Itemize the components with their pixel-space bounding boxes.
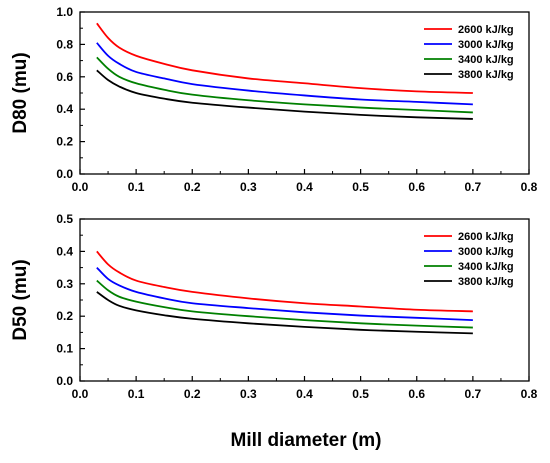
legend-label: 3400 kJ/kg [458,261,514,273]
series-line-3000 [96,266,473,321]
x-tick-label: 0.3 [240,387,257,401]
y-tick-label: 0.6 [56,70,73,84]
panel-d50: 0.0 0.1 0.2 0.3 0.4 0.5 0.6 0.7 0.8 0.0 0.1 0.2 0.3 0… [10,212,538,401]
x-tick-label: 0.2 [184,180,201,194]
y-tick-label: 1.0 [56,5,73,19]
x-tick-label: 0.7 [465,387,482,401]
y-axis-title: D50 (mu) [10,259,31,340]
y-tick-label: 0.0 [56,167,73,181]
x-tick-label: 0.4 [296,180,313,194]
y-tick-label: 0.2 [56,309,73,323]
legend-label: 3800 kJ/kg [458,276,514,288]
x-tick-label: 0.2 [184,387,201,401]
y-tick-label: 0.5 [56,212,73,226]
legend-label: 2600 kJ/kg [458,231,514,243]
series-line-3400 [96,279,473,329]
x-tick-label: 0.1 [128,180,145,194]
x-tick-label: 0.5 [352,387,369,401]
y-axis-title: D80 (mu) [10,52,31,133]
legend-label: 3000 kJ/kg [458,39,514,51]
x-axis-title: Mill diameter (m) [231,430,382,451]
panel-d80: 0.0 0.1 0.2 0.3 0.4 0.5 0.6 0.7 0.8 0.0 0.2 0.4 0.6 0… [10,5,538,194]
series-line-3800 [96,291,473,335]
y-tick-label: 0.4 [56,244,73,258]
x-tick-label: 0.0 [72,180,89,194]
series-line-2600 [96,250,473,313]
series-line-3800 [96,69,473,120]
x-tick-label: 0.5 [352,180,369,194]
legend-label: 2600 kJ/kg [458,24,514,36]
series-line-2600 [96,22,473,94]
y-tick-label: 0.1 [56,342,73,356]
y-tick-label: 0.3 [56,277,73,291]
y-tick-label: 0.8 [56,37,73,51]
plot-frame [79,218,530,382]
x-tick-label: 0.8 [521,387,538,401]
y-tick-label: 0.0 [56,374,73,388]
y-tick-label: 0.2 [56,135,73,149]
legend-label: 3800 kJ/kg [458,69,514,81]
legend-label: 3000 kJ/kg [458,246,514,258]
series-line-3000 [96,42,473,106]
x-tick-label: 0.6 [408,387,425,401]
legend-label: 3400 kJ/kg [458,54,514,66]
series-line-3400 [96,56,473,114]
x-tick-label: 0.3 [240,180,257,194]
x-tick-label: 0.0 [72,387,89,401]
x-tick-label: 0.8 [521,180,538,194]
y-tick-label: 0.4 [56,102,73,116]
x-tick-label: 0.7 [465,180,482,194]
x-tick-label: 0.4 [296,387,313,401]
x-tick-label: 0.1 [128,387,145,401]
x-tick-label: 0.6 [408,180,425,194]
